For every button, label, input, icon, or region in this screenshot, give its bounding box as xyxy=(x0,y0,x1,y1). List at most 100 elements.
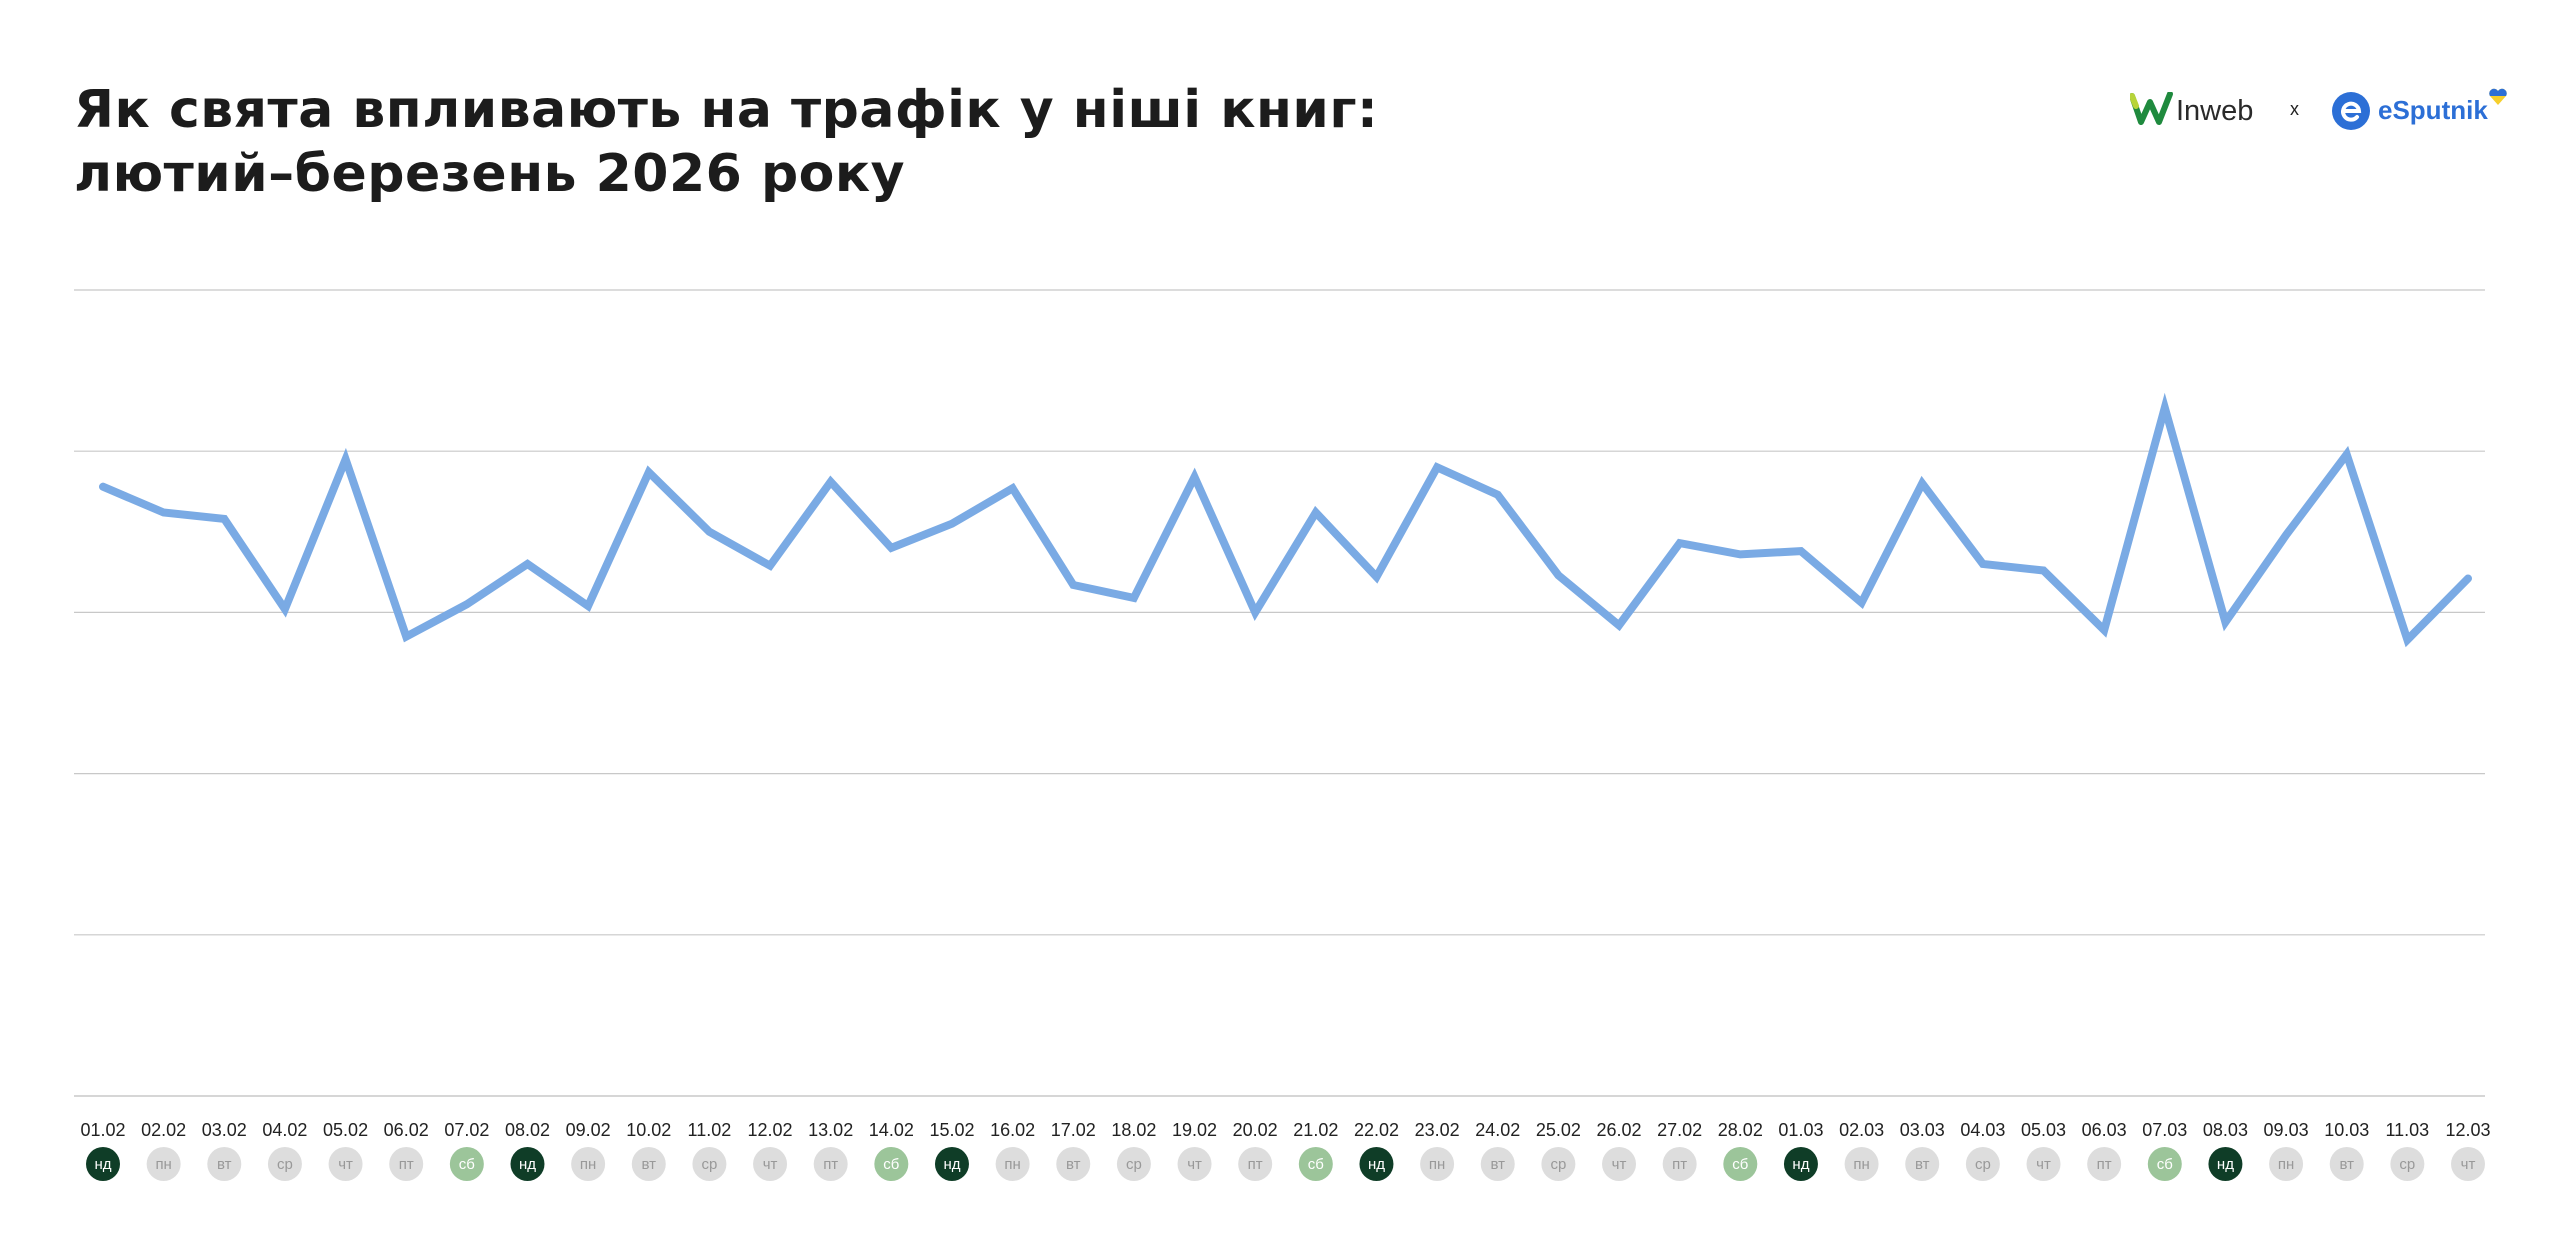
weekday-label: пт xyxy=(1672,1156,1687,1173)
weekday-label: нд xyxy=(2217,1156,2234,1173)
x-tick-label: 05.02 xyxy=(323,1120,368,1140)
x-tick-label: 25.02 xyxy=(1536,1120,1581,1140)
heart-icon xyxy=(2489,88,2507,105)
data-point xyxy=(1858,599,1865,606)
weekday-label: нд xyxy=(519,1156,536,1173)
weekday-badge xyxy=(449,1147,484,1181)
weekday-label: пт xyxy=(823,1156,838,1173)
x-tick-label: 20.02 xyxy=(1233,1120,1278,1140)
x-tick-label: 19.02 xyxy=(1172,1120,1217,1140)
x-tick-label: 04.02 xyxy=(262,1120,307,1140)
weekday-badge xyxy=(571,1147,606,1181)
esputnik-logo-text: eSputnik xyxy=(2378,95,2488,125)
x-tick-label: 02.02 xyxy=(141,1120,186,1140)
x-tick-label: 14.02 xyxy=(869,1120,914,1140)
x-tick-label: 01.02 xyxy=(80,1120,125,1140)
data-point xyxy=(1373,573,1380,580)
weekday-label: чт xyxy=(763,1156,778,1173)
x-tick-label: 08.03 xyxy=(2203,1120,2248,1140)
data-point xyxy=(1555,572,1562,579)
weekday-label: чт xyxy=(338,1156,353,1173)
weekday-label: пт xyxy=(1248,1156,1263,1173)
weekday-label: ср xyxy=(1126,1156,1142,1173)
weekday-badge xyxy=(1238,1147,1273,1181)
weekday-badge xyxy=(2087,1147,2122,1181)
series-layer xyxy=(99,392,2472,648)
x-tick-label: 11.02 xyxy=(688,1120,732,1140)
data-point xyxy=(1312,509,1319,516)
weekday-label: нд xyxy=(1792,1156,1809,1173)
data-point xyxy=(403,633,410,640)
data-point xyxy=(1676,540,1683,547)
data-point xyxy=(1434,464,1441,471)
data-point xyxy=(2101,627,2108,634)
x-tick-label: 12.03 xyxy=(2445,1120,2490,1140)
data-point xyxy=(463,601,470,608)
weekday-badge xyxy=(1420,1147,1455,1181)
weekday-label: сб xyxy=(2157,1156,2173,1173)
weekday-label: чт xyxy=(1612,1156,1627,1173)
weekday-label: ср xyxy=(277,1156,293,1173)
x-tick-label: 03.03 xyxy=(1900,1120,1945,1140)
weekday-badge xyxy=(1480,1147,1515,1181)
weekday-label: нд xyxy=(943,1156,960,1173)
data-point xyxy=(100,483,106,490)
weekday-badge xyxy=(389,1147,424,1181)
weekday-label: ср xyxy=(701,1156,717,1173)
x-tick-label: 10.03 xyxy=(2324,1120,2369,1140)
x-tick-label: 23.02 xyxy=(1415,1120,1460,1140)
weekday-badge xyxy=(86,1147,120,1181)
chart-title-line-1: Як свята впливають на трафік у ніші книг… xyxy=(74,80,1379,140)
data-point xyxy=(281,606,288,613)
x-tick-label: 21.02 xyxy=(1293,1120,1338,1140)
x-tick-label: 09.02 xyxy=(566,1120,611,1140)
weekday-badge xyxy=(1723,1147,1758,1181)
weekday-badge xyxy=(2026,1147,2061,1181)
data-point xyxy=(888,544,895,551)
data-point xyxy=(2343,451,2350,458)
x-tick-label: 05.03 xyxy=(2021,1120,2066,1140)
weekday-label: чт xyxy=(2461,1156,2476,1173)
weekday-badge xyxy=(510,1147,545,1181)
inweb-logo-icon xyxy=(2130,92,2173,125)
data-point xyxy=(1191,473,1198,480)
weekday-badge xyxy=(2269,1147,2304,1181)
weekday-badge xyxy=(1783,1147,1818,1181)
data-point xyxy=(767,562,774,569)
partner-logos: Inweb x eSputnik xyxy=(2130,84,2530,134)
weekday-badge xyxy=(995,1147,1030,1181)
data-point xyxy=(342,456,349,463)
x-tick-label: 07.03 xyxy=(2142,1120,2187,1140)
data-point xyxy=(524,561,531,568)
weekday-badge xyxy=(2390,1147,2425,1181)
weekday-badge xyxy=(1602,1147,1637,1181)
weekday-badge xyxy=(934,1147,969,1181)
weekday-badge xyxy=(2329,1147,2364,1181)
data-point xyxy=(827,478,834,485)
weekday-badge xyxy=(874,1147,909,1181)
weekday-badge xyxy=(207,1147,242,1181)
x-tick-label: 06.03 xyxy=(2082,1120,2127,1140)
weekday-label: нд xyxy=(94,1156,111,1173)
weekday-label: сб xyxy=(459,1156,475,1173)
weekday-label: вт xyxy=(642,1156,657,1173)
x-tick-label: 27.02 xyxy=(1657,1120,1702,1140)
data-point xyxy=(160,509,167,516)
data-point xyxy=(1919,480,1926,487)
data-point xyxy=(1009,485,1016,492)
data-point xyxy=(1494,491,1501,498)
data-point xyxy=(2040,567,2047,574)
x-tick-label: 01.03 xyxy=(1778,1120,1823,1140)
weekday-badge xyxy=(1662,1147,1697,1181)
data-point xyxy=(1797,548,1804,555)
weekday-badge xyxy=(2208,1147,2243,1181)
weekday-label: вт xyxy=(2339,1156,2354,1173)
weekday-label: пн xyxy=(580,1156,596,1173)
weekday-label: пн xyxy=(1853,1156,1869,1173)
weekday-label: сб xyxy=(1732,1156,1748,1173)
data-point xyxy=(221,515,228,522)
x-tick-label: 15.02 xyxy=(929,1120,974,1140)
weekday-badge xyxy=(2147,1147,2182,1181)
x-tick-label: 26.02 xyxy=(1597,1120,1642,1140)
weekday-badge xyxy=(1844,1147,1879,1181)
